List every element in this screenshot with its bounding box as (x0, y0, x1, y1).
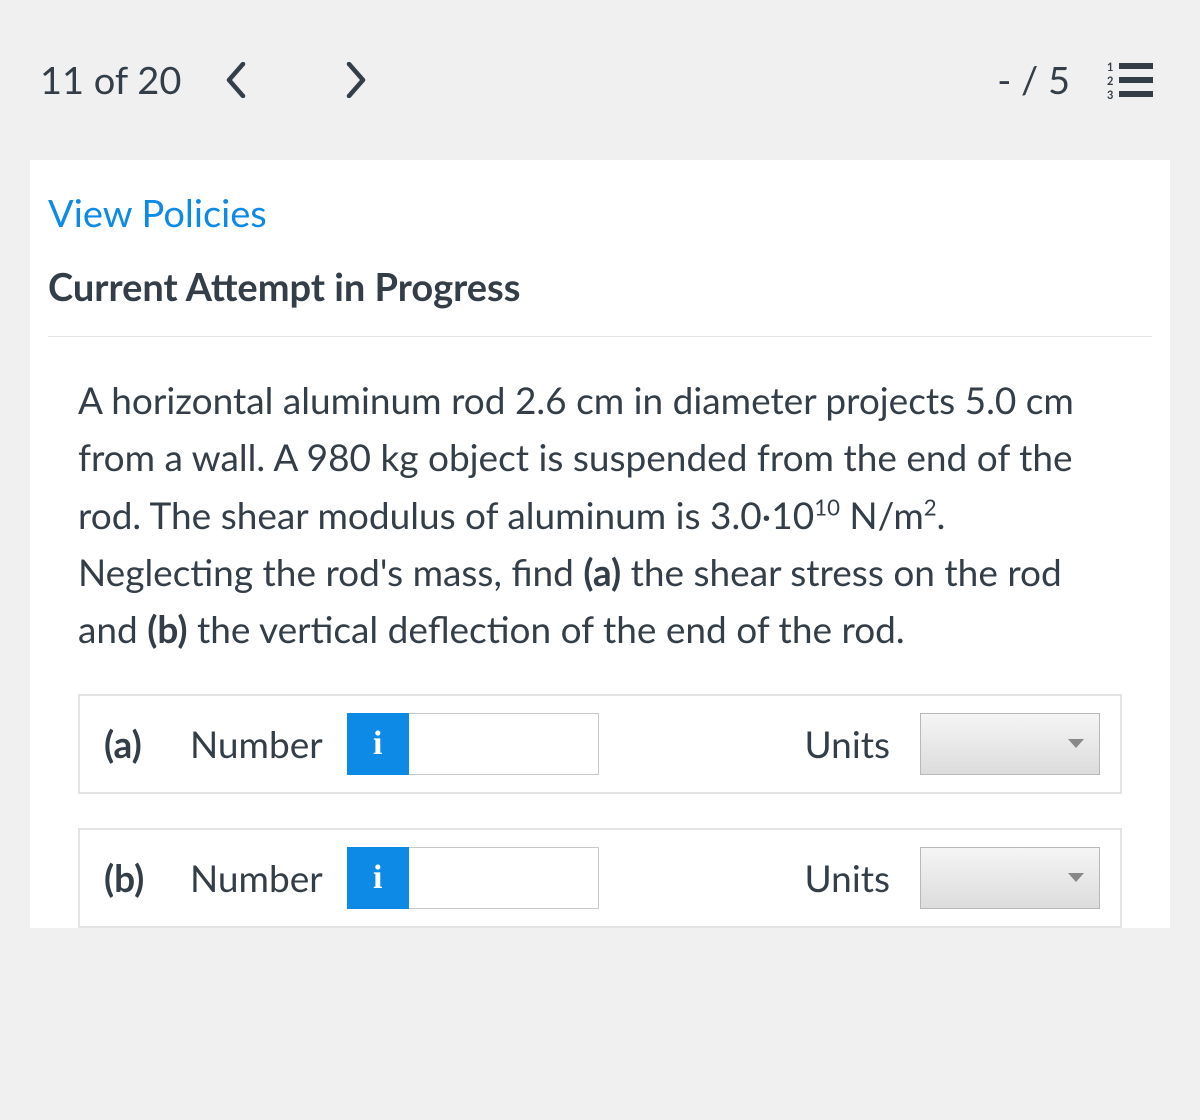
info-button-a[interactable]: i (347, 713, 409, 775)
svg-text:1: 1 (1107, 61, 1113, 74)
top-nav-bar: 11 of 20 - / 5 1 2 3 (0, 0, 1200, 160)
question-part: the vertical deflection of the end of th… (188, 606, 905, 651)
score-display: - / 5 (997, 57, 1070, 103)
svg-text:3: 3 (1107, 89, 1113, 99)
number-label: Number (190, 721, 323, 766)
svg-text:2: 2 (1107, 75, 1113, 88)
question-text: A horizontal aluminum rod 2.6 cm in diam… (48, 337, 1152, 694)
number-label: Number (190, 855, 323, 900)
attempt-status: Current Attempt in Progress (48, 264, 1152, 337)
view-policies-link[interactable]: View Policies (48, 190, 267, 236)
info-button-b[interactable]: i (347, 847, 409, 909)
exponent: 2 (924, 493, 937, 520)
content-panel: View Policies Current Attempt in Progres… (30, 160, 1170, 928)
info-icon: i (373, 859, 382, 897)
exponent: 10 (814, 493, 840, 520)
numbered-list-icon: 1 2 3 (1107, 61, 1153, 99)
chevron-down-icon (1067, 738, 1085, 750)
part-label: (b) (147, 606, 187, 651)
prev-button[interactable] (201, 45, 271, 115)
part-label-b: (b) (104, 855, 170, 900)
units-select-a[interactable] (920, 713, 1100, 775)
part-label-a: (a) (104, 721, 170, 766)
number-input-a[interactable] (409, 713, 599, 775)
answer-row-a: (a) Number i Units (78, 694, 1122, 794)
info-icon: i (373, 725, 382, 763)
question-part: N/m (840, 492, 924, 537)
next-button[interactable] (321, 45, 391, 115)
units-label: Units (805, 855, 890, 900)
chevron-right-icon (345, 62, 367, 98)
question-list-button[interactable]: 1 2 3 (1100, 50, 1160, 110)
answer-row-b: (b) Number i Units (78, 828, 1122, 928)
units-select-b[interactable] (920, 847, 1100, 909)
part-label: (a) (583, 549, 621, 594)
number-input-b[interactable] (409, 847, 599, 909)
answers-section: (a) Number i Units (b) Number i Units (48, 694, 1152, 928)
chevron-down-icon (1067, 872, 1085, 884)
question-counter: 11 of 20 (40, 57, 181, 103)
units-label: Units (805, 721, 890, 766)
chevron-left-icon (225, 62, 247, 98)
